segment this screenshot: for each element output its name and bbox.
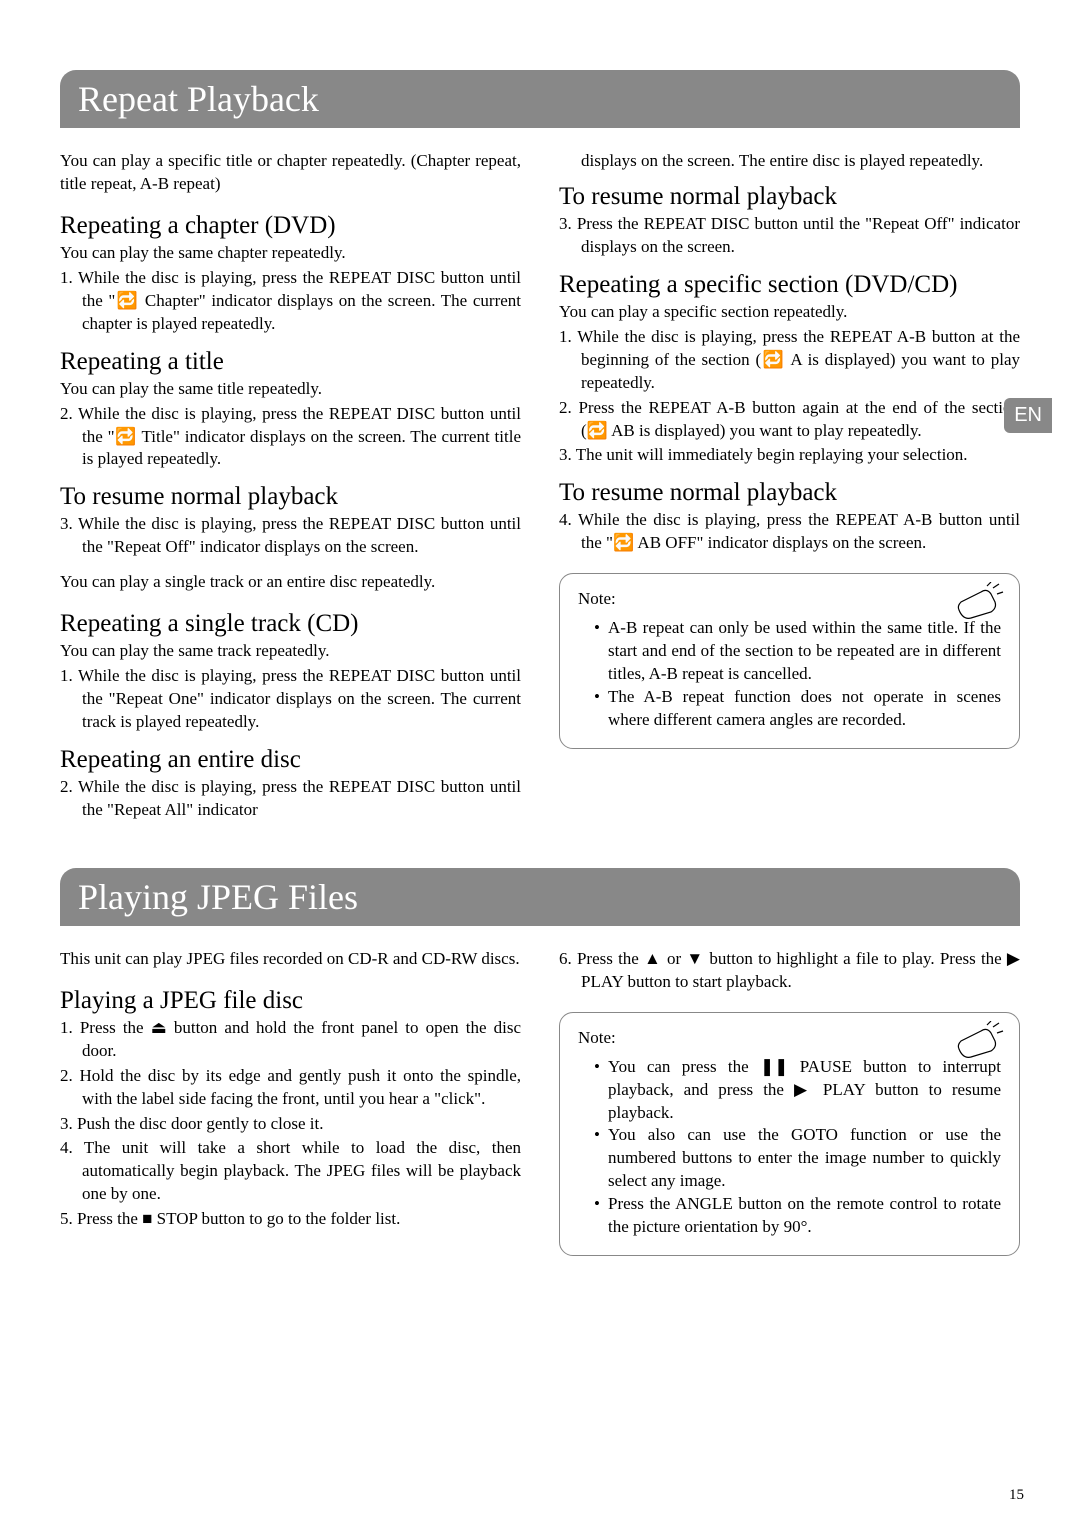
- section-header-repeat: Repeat Playback: [60, 70, 1020, 128]
- desc-title: You can play the same title repeatedly.: [60, 378, 521, 401]
- desc-chapter: You can play the same chapter repeatedly…: [60, 242, 521, 265]
- step-single-1: 1. While the disc is playing, press the …: [60, 665, 521, 734]
- page-number: 15: [1009, 1487, 1024, 1504]
- note-box-2: Note: You can press the ❚❚ PAUSE button …: [559, 1012, 1020, 1256]
- section-header-jpeg: Playing JPEG Files: [60, 868, 1020, 926]
- heading-single-track: Repeating a single track (CD): [60, 610, 521, 638]
- note1-bullet1: A-B repeat can only be used within the s…: [594, 617, 1001, 686]
- heading-entire-disc: Repeating an entire disc: [60, 746, 521, 774]
- step-title-2: 2. While the disc is playing, press the …: [60, 403, 521, 472]
- note-label-2: Note:: [578, 1027, 1001, 1050]
- desc-specific: You can play a specific section repeated…: [559, 301, 1020, 324]
- heading-resume1: To resume normal playback: [60, 483, 521, 511]
- section2-col-right: 6. Press the ▲ or ▼ button to highlight …: [559, 948, 1020, 1256]
- step-entire-2a: 2. While the disc is playing, press the …: [60, 776, 521, 822]
- heading-jpeg-disc: Playing a JPEG file disc: [60, 987, 521, 1015]
- step-spec-1: 1. While the disc is playing, press the …: [559, 326, 1020, 395]
- note-label-1: Note:: [578, 588, 1001, 611]
- note-box-1: Note: A-B repeat can only be used within…: [559, 573, 1020, 749]
- step-resume3-4: 4. While the disc is playing, press the …: [559, 509, 1020, 555]
- note1-bullet2: The A-B repeat function does not operate…: [594, 686, 1001, 732]
- note2-bullet2: You also can use the GOTO function or us…: [594, 1124, 1001, 1193]
- step-entire-2b: displays on the screen. The entire disc …: [559, 150, 1020, 173]
- heading-chapter: Repeating a chapter (DVD): [60, 212, 521, 240]
- note2-bullet1: You can press the ❚❚ PAUSE button to int…: [594, 1056, 1001, 1125]
- section2-columns: This unit can play JPEG files recorded o…: [60, 948, 1020, 1256]
- intro-text: You can play a specific title or chapter…: [60, 150, 521, 196]
- jpeg-step6: 6. Press the ▲ or ▼ button to highlight …: [559, 948, 1020, 994]
- jpeg-intro: This unit can play JPEG files recorded o…: [60, 948, 521, 971]
- heading-resume2: To resume normal playback: [559, 183, 1020, 211]
- section1-columns: You can play a specific title or chapter…: [60, 150, 1020, 834]
- jpeg-step2: 2. Hold the disc by its edge and gently …: [60, 1065, 521, 1111]
- step-spec-3: 3. The unit will immediately begin repla…: [559, 444, 1020, 467]
- heading-resume3: To resume normal playback: [559, 479, 1020, 507]
- note2-bullet3: Press the ANGLE button on the remote con…: [594, 1193, 1001, 1239]
- step-resume-3: 3. While the disc is playing, press the …: [60, 513, 521, 559]
- jpeg-step4: 4. The unit will take a short while to l…: [60, 1137, 521, 1206]
- section1-col-right: displays on the screen. The entire disc …: [559, 150, 1020, 834]
- step-chapter-1: 1. While the disc is playing, press the …: [60, 267, 521, 336]
- jpeg-step5: 5. Press the ■ STOP button to go to the …: [60, 1208, 521, 1231]
- language-tab: EN: [1004, 398, 1052, 433]
- desc-single-track: You can play the same track repeatedly.: [60, 640, 521, 663]
- heading-specific: Repeating a specific section (DVD/CD): [559, 271, 1020, 299]
- section2-col-left: This unit can play JPEG files recorded o…: [60, 948, 521, 1256]
- step-spec-2: 2. Press the REPEAT A-B button again at …: [559, 397, 1020, 443]
- jpeg-step3: 3. Push the disc door gently to close it…: [60, 1113, 521, 1136]
- heading-title: Repeating a title: [60, 348, 521, 376]
- section1-col-left: You can play a specific title or chapter…: [60, 150, 521, 834]
- single-disc-intro: You can play a single track or an entire…: [60, 571, 521, 594]
- step-resume2-3: 3. Press the REPEAT DISC button until th…: [559, 213, 1020, 259]
- jpeg-step1: 1. Press the ⏏ button and hold the front…: [60, 1017, 521, 1063]
